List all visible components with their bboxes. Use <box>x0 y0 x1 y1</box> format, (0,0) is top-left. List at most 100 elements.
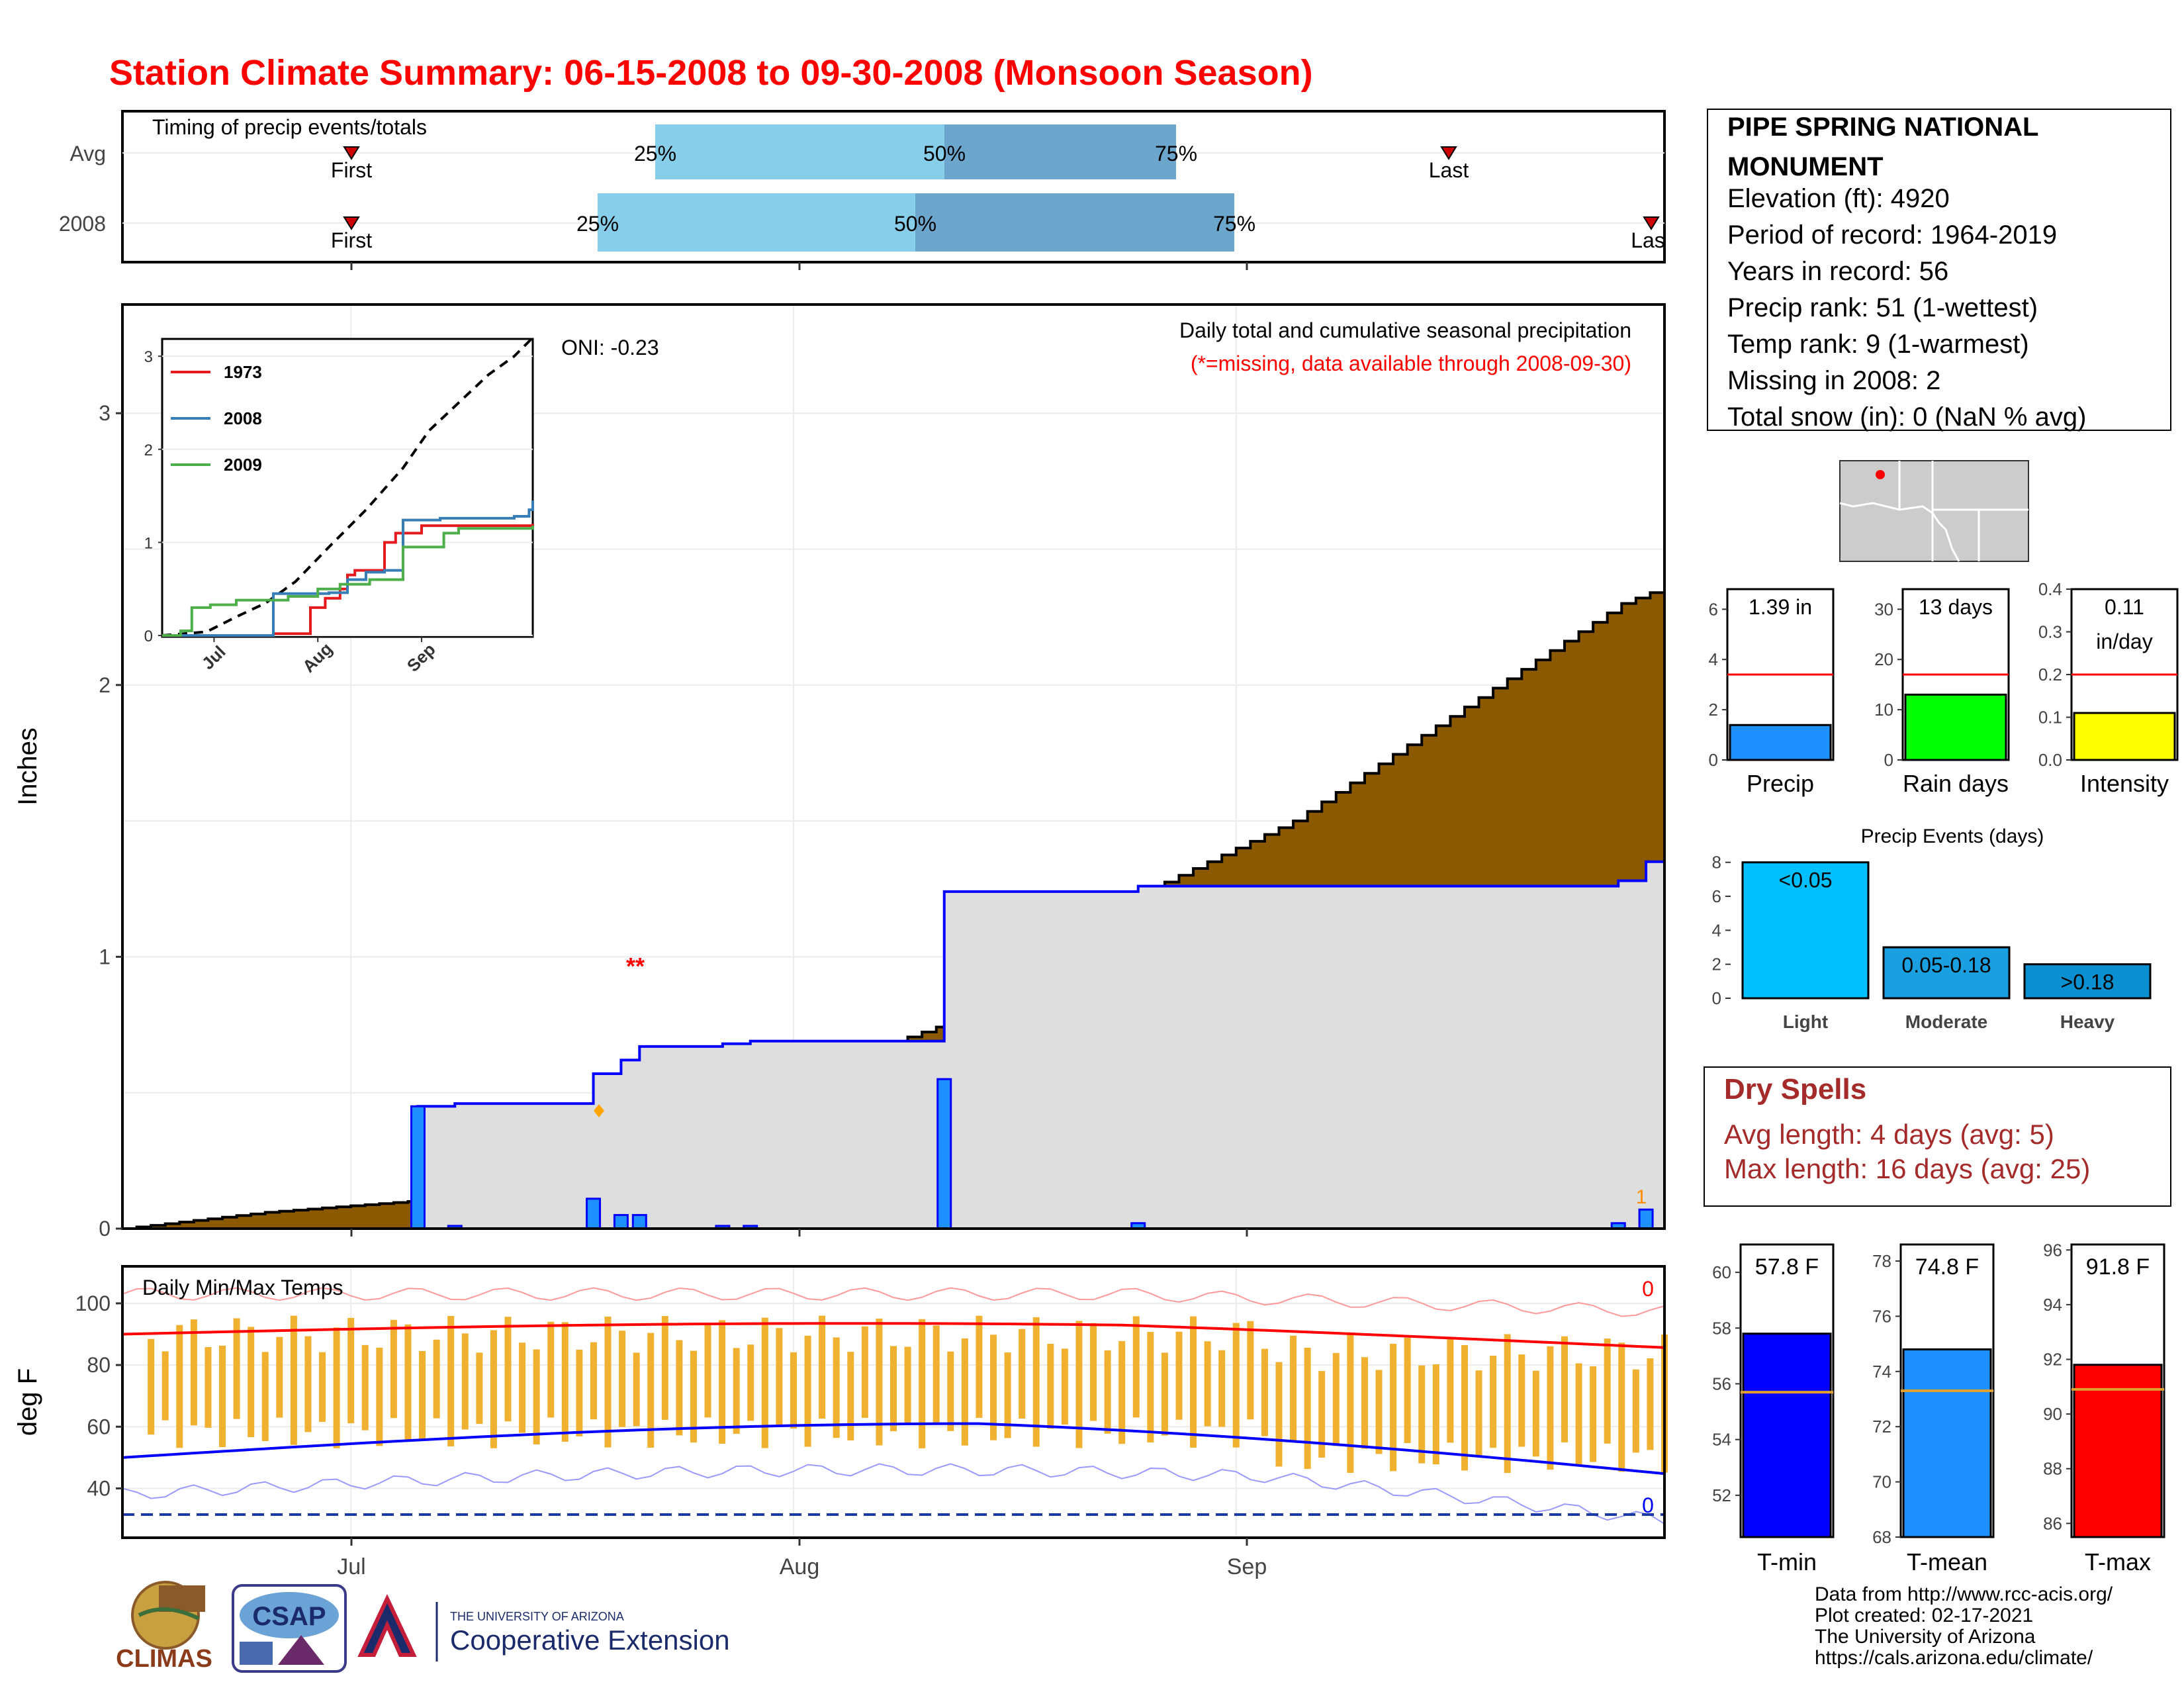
station-years: Years in record: 56 <box>1727 257 1948 286</box>
daily-temp-bar <box>1475 1370 1482 1456</box>
climas-logo-text: CLIMAS <box>116 1645 212 1673</box>
y2008-last-marker <box>1643 216 1660 230</box>
temp-mini-tick: 86 <box>2043 1513 2062 1533</box>
precip-ytick-label: 1 <box>99 945 111 968</box>
daily-temp-bar <box>1075 1321 1083 1448</box>
daily-temp-bar <box>1290 1335 1297 1442</box>
daily-temp-bar <box>519 1342 526 1433</box>
temp-mini-tick: 54 <box>1712 1430 1731 1450</box>
daily-temp-bar <box>347 1317 355 1424</box>
mini-bar-value <box>2073 712 2176 761</box>
daily-temp-bar <box>819 1315 826 1419</box>
daily-temp-bar <box>433 1339 440 1419</box>
daily-temp-bar <box>533 1349 540 1445</box>
daily-temp-bar <box>619 1331 626 1427</box>
credits-line3: The University of Arizona <box>1815 1626 2036 1648</box>
inset-ytick-label: 3 <box>144 348 153 366</box>
daily-temp-bar <box>176 1325 183 1448</box>
station-info-frame <box>1707 109 2171 431</box>
precip-ylabel: Inches <box>13 727 42 806</box>
mini-bar-label: Rain days <box>1903 770 2009 797</box>
daily-temp-bar <box>1304 1347 1311 1470</box>
mini-bar-tick: 2 <box>1709 700 1718 720</box>
daily-temp-bar <box>1318 1371 1326 1458</box>
avg-last-marker <box>1440 146 1457 160</box>
event-category: Moderate <box>1905 1011 1987 1032</box>
temp-mini-tick: 52 <box>1712 1485 1731 1505</box>
inset-ytick-label: 2 <box>144 442 153 459</box>
daily-temp-bar <box>1019 1329 1026 1419</box>
temp-mini-tick: 68 <box>1872 1527 1891 1547</box>
mini-bar-tick: 20 <box>1874 649 1893 669</box>
daily-temp-bar <box>461 1333 469 1430</box>
mini-bar-tick: 0.4 <box>2038 579 2062 599</box>
tmax-avg-line <box>122 1322 1665 1349</box>
mini-bar-tick: 30 <box>1874 599 1893 619</box>
daily-precip-bar <box>1638 1208 1654 1230</box>
inset-ytick-label: 0 <box>144 628 153 645</box>
temp-ylabel: deg F <box>13 1368 42 1436</box>
event-bar <box>2023 963 2152 1000</box>
daily-temp-bar <box>148 1338 155 1435</box>
daily-temp-bar <box>890 1346 897 1432</box>
inset-2009-line <box>162 526 534 637</box>
y2008-first-marker <box>343 216 360 230</box>
station-temp-rank: Temp rank: 9 (1-warmest) <box>1727 330 2029 359</box>
precip-ytick-label: 2 <box>99 673 111 697</box>
tmin-count: 0 <box>1642 1493 1654 1517</box>
daily-temp-bar <box>1432 1364 1439 1465</box>
temp-mini-label: T-mean <box>1907 1548 1987 1575</box>
daily-temp-bar <box>290 1315 297 1445</box>
dry-spells-title: Dry Spells <box>1724 1073 1866 1105</box>
y2008-q50-q75-bar <box>915 193 1234 252</box>
day-count-label: 1 <box>1636 1186 1647 1208</box>
daily-temp-bar <box>1390 1343 1397 1472</box>
dry-spells-max: Max length: 16 days (avg: 25) <box>1724 1153 2090 1184</box>
daily-temp-bar <box>919 1319 926 1448</box>
daily-temp-bar <box>1647 1358 1654 1450</box>
temp-ytick-label: 60 <box>87 1415 111 1438</box>
event-bar <box>1741 861 1870 1000</box>
daily-temp-bar <box>447 1315 455 1446</box>
credits-line2: Plot created: 02-17-2021 <box>1815 1605 2033 1626</box>
ua-logo-small-text: THE UNIVERSITY OF ARIZONA <box>450 1610 624 1623</box>
station-snow: Total snow (in): 0 (NaN % avg) <box>1727 402 2086 432</box>
y2008-q25-q50-bar <box>598 193 915 252</box>
daily-temp-bar <box>976 1315 983 1418</box>
csap-logo: CSAP <box>232 1584 347 1673</box>
mini-bar-tick: 0 <box>1709 750 1718 770</box>
temp-mini-tick: 92 <box>2043 1349 2062 1369</box>
daily-temp-bar <box>390 1319 397 1419</box>
tmax-count: 0 <box>1642 1277 1654 1301</box>
temp-ytick-label: 80 <box>87 1353 111 1377</box>
temp-mini-tick: 88 <box>2043 1459 2062 1479</box>
temp-mini-tick: 90 <box>2043 1404 2062 1424</box>
daily-temp-bar <box>747 1344 754 1421</box>
daily-temp-bar <box>676 1340 683 1436</box>
mini-bar-tick: 0 <box>1884 750 1893 770</box>
inset-1973-line <box>162 524 534 637</box>
daily-temp-bar <box>1504 1334 1511 1474</box>
daily-temp-bar <box>561 1322 569 1442</box>
daily-temp-bar <box>590 1342 597 1420</box>
csap-logo-text: CSAP <box>252 1602 326 1631</box>
events-title: Precip Events (days) <box>1861 825 2044 847</box>
daily-temp-bar <box>761 1317 768 1448</box>
temp-mini-value-label: 74.8 F <box>1915 1254 1979 1280</box>
mini-bar-label: Intensity <box>2080 770 2169 797</box>
inset-2008-line <box>162 500 534 637</box>
daily-temp-bar <box>261 1352 269 1442</box>
daily-temp-bar <box>376 1347 383 1446</box>
daily-temp-bar <box>861 1326 868 1418</box>
current-cumulative-area <box>122 861 1664 1229</box>
daily-temp-bar <box>690 1350 697 1443</box>
month-axis-label: Aug <box>780 1554 820 1579</box>
daily-temp-bar <box>233 1318 240 1419</box>
daily-temp-bar <box>1047 1343 1054 1429</box>
daily-temp-bar <box>490 1330 497 1448</box>
precip-description: Daily total and cumulative seasonal prec… <box>1179 318 1631 342</box>
daily-temp-bar <box>190 1319 197 1426</box>
daily-temp-bar <box>1132 1316 1140 1418</box>
oni-label: ONI: -0.23 <box>561 336 659 359</box>
